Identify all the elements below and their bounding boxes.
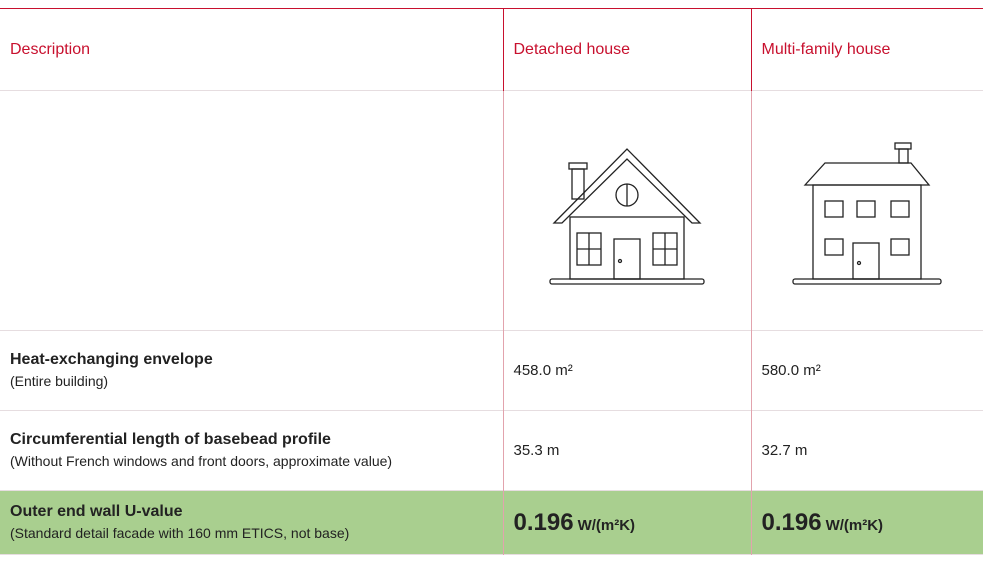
- data-row: Heat-exchanging envelope (Entire building…: [0, 331, 983, 411]
- row-title: Heat-exchanging envelope: [10, 351, 493, 369]
- icon-cell: [503, 91, 751, 331]
- header-row: Description Detached house Multi-family …: [0, 9, 983, 91]
- value-number: 0.196: [514, 509, 574, 536]
- description-cell: Circumferential length of basebead profi…: [0, 411, 503, 491]
- value-text: 458.0 m²: [514, 362, 573, 379]
- multi-family-house-icon: [787, 131, 947, 291]
- data-row: Outer end wall U-value (Standard detail f…: [0, 491, 983, 555]
- header-cell: Detached house: [503, 9, 751, 91]
- row-subtitle: (Entire building): [10, 373, 108, 389]
- comparison-table: Description Detached house Multi-family …: [0, 8, 983, 555]
- value-cell: 35.3 m: [503, 411, 751, 491]
- value-text: 32.7 m: [762, 442, 808, 459]
- icon-cell: [751, 91, 983, 331]
- page: Description Detached house Multi-family …: [0, 8, 983, 570]
- value-cell: 458.0 m²: [503, 331, 751, 411]
- icon-row: [0, 91, 983, 331]
- data-row: Circumferential length of basebead profi…: [0, 411, 983, 491]
- header-cell: Multi-family house: [751, 9, 983, 91]
- description-cell: Outer end wall U-value (Standard detail f…: [0, 491, 503, 555]
- row-title: Circumferential length of basebead profi…: [10, 431, 493, 449]
- row-subtitle: (Standard detail facade with 160 mm ETIC…: [10, 525, 349, 541]
- header-cell: Description: [0, 9, 503, 91]
- empty-cell: [0, 91, 503, 331]
- row-title: Outer end wall U-value: [10, 503, 493, 521]
- value-text: 580.0 m²: [762, 362, 821, 379]
- value-unit: W/(m²K): [826, 517, 883, 534]
- value-cell: 32.7 m: [751, 411, 983, 491]
- description-cell: Heat-exchanging envelope (Entire building…: [0, 331, 503, 411]
- row-subtitle: (Without French windows and front doors,…: [10, 453, 392, 469]
- detached-house-icon: [542, 131, 712, 291]
- value-cell: 580.0 m²: [751, 331, 983, 411]
- value-text: 35.3 m: [514, 442, 560, 459]
- value-unit: W/(m²K): [578, 517, 635, 534]
- value-number: 0.196: [762, 509, 822, 536]
